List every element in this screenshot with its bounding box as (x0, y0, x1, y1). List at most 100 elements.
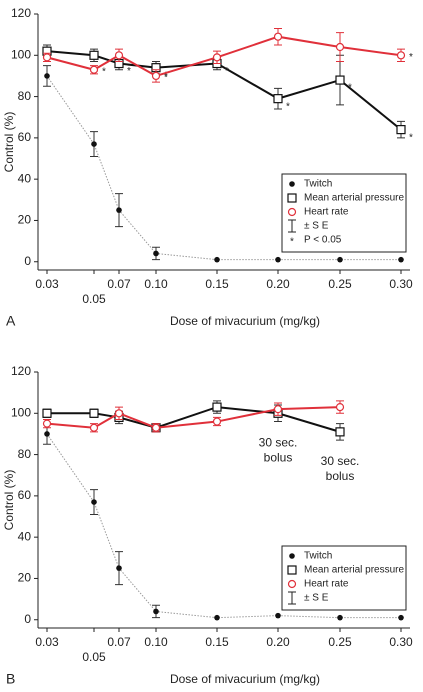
significance-mark: * (409, 52, 413, 63)
x-tick-label: 0.30 (389, 635, 413, 649)
legend-label: Twitch (304, 179, 332, 190)
significance-mark: * (286, 101, 290, 112)
twitch-point (289, 181, 295, 187)
legend-box (281, 545, 407, 611)
annotation: bolus (264, 450, 293, 464)
legend-symbol: * (290, 237, 294, 248)
x-tick-label: 0.30 (389, 277, 413, 291)
panel-label: B (6, 671, 15, 687)
significance-mark: * (102, 66, 106, 77)
map-point (212, 402, 222, 412)
hr-point (151, 71, 161, 81)
twitch-point (44, 431, 50, 437)
twitch-point (116, 207, 122, 213)
x-tick-label: 0.10 (144, 277, 168, 291)
hr-point (273, 405, 283, 414)
y-tick-label: 120 (11, 6, 31, 20)
hr-point (212, 417, 222, 426)
map-point (89, 408, 99, 418)
y-tick-label: 20 (18, 571, 32, 585)
panel-label: A (6, 313, 16, 329)
legend-label: ± S E (304, 221, 329, 232)
twitch-point (398, 614, 404, 621)
hr-point (89, 65, 99, 74)
hr-point (287, 579, 297, 589)
legend-label: Mean arterial pressure (304, 565, 404, 576)
hr-point (287, 207, 297, 217)
y-tick-label: 60 (18, 488, 32, 502)
y-tick-label: 60 (18, 130, 32, 144)
map-point (396, 125, 406, 135)
x-tick-label: 0.07 (107, 277, 131, 291)
annotation: 30 sec. (259, 435, 298, 449)
twitch-point (275, 612, 281, 619)
x-tick-label: 0.03 (35, 635, 59, 649)
legend-label: Heart rate (304, 579, 349, 590)
map-point (335, 427, 345, 437)
y-tick-label: 100 (11, 405, 31, 419)
hr-point (396, 51, 406, 60)
twitch-point (44, 73, 50, 79)
significance-mark: * (164, 70, 168, 81)
hr-point (42, 53, 52, 62)
twitch-point (153, 250, 159, 257)
x-tick-label: 0.05 (82, 292, 106, 306)
x-tick-label: 0.25 (328, 277, 352, 291)
x-tick-label: 0.15 (205, 277, 229, 291)
hr-point (212, 53, 222, 62)
twitch-point (153, 608, 159, 615)
hr-point (335, 42, 345, 52)
hr-point (42, 419, 52, 428)
chart-panel: 0 20 40 60 80 100 120 0.03 0.050.07 0.10 0.15 0.20 0… (2, 364, 413, 687)
hr-point (335, 402, 345, 412)
legend-label: P < 0.05 (304, 235, 342, 246)
annotation: bolus (326, 469, 355, 483)
twitch-point (289, 553, 295, 559)
legend-label: Heart rate (304, 207, 349, 218)
hr-point (89, 423, 99, 432)
legend-box (281, 173, 407, 253)
series-line (46, 433, 401, 619)
y-tick-label: 0 (24, 612, 31, 626)
map-point (273, 94, 283, 104)
y-tick-label: 100 (11, 47, 31, 61)
map-point (287, 193, 297, 203)
significance-mark: * (409, 132, 413, 143)
hr-point (273, 32, 283, 41)
y-axis-title: Control (%) (2, 470, 16, 531)
chart-panel: 0 20 40 60 80 100 120 0.03 0.050.07 0.10 0.15 0.20 0… (2, 6, 413, 329)
legend-label: Twitch (304, 551, 332, 562)
significance-mark: * (225, 66, 229, 77)
y-tick-label: 20 (18, 213, 32, 227)
legend-label: Mean arterial pressure (304, 193, 404, 204)
map-point (335, 75, 345, 85)
annotation: 30 sec. (321, 454, 360, 468)
map-point (287, 565, 297, 575)
significance-mark: * (127, 66, 131, 77)
map-point (89, 50, 99, 60)
series-line (46, 75, 401, 261)
x-tick-label: 0.25 (328, 635, 352, 649)
significance-mark: * (348, 83, 352, 94)
series-line (46, 35, 402, 78)
legend-error-symbol (288, 219, 296, 233)
x-tick-label: 0.15 (205, 635, 229, 649)
y-tick-label: 40 (18, 171, 32, 185)
hr-point (114, 51, 124, 60)
x-tick-label: 0.03 (35, 277, 59, 291)
map-point (42, 408, 52, 418)
twitch-point (214, 256, 220, 263)
twitch-point (398, 256, 404, 263)
significance-mark: * (164, 73, 168, 84)
twitch-point (214, 614, 220, 621)
hr-point (114, 409, 124, 418)
twitch-point (91, 141, 97, 147)
y-tick-label: 80 (18, 89, 32, 103)
y-axis-title: Control (%) (2, 112, 16, 173)
x-axis-title: Dose of mivacurium (mg/kg) (170, 672, 320, 686)
twitch-point (275, 256, 281, 263)
y-tick-label: 40 (18, 529, 32, 543)
x-tick-label: 0.07 (107, 635, 131, 649)
hr-point (151, 423, 161, 432)
